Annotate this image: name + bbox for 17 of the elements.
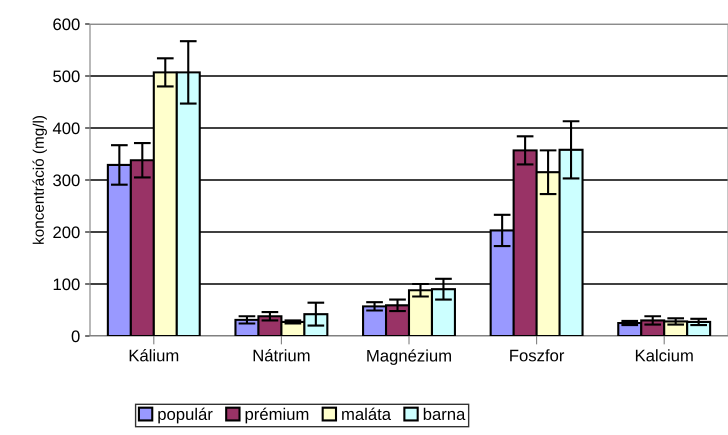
x-tick-label: Magnézium (367, 349, 451, 365)
legend-label: maláta (342, 408, 392, 420)
x-tick-label: Foszfor (510, 349, 564, 362)
y-tick-label: 400 (52, 122, 80, 134)
x-tick-label: Nátrium (254, 349, 310, 362)
y-tick-label: 200 (53, 226, 80, 238)
y-axis-title: koncentráció (mg/l) (32, 116, 47, 244)
legend-label: barna (424, 408, 466, 420)
x-tick-label: Kálium (130, 349, 178, 362)
y-tick-label: 300 (53, 174, 80, 186)
legend-label: populár (158, 408, 213, 424)
legend-label: prémium (246, 408, 308, 424)
y-tick-label: 0 (72, 330, 80, 342)
y-tick-label: 100 (54, 278, 80, 290)
x-tick-label: Kalcium (636, 349, 693, 362)
y-tick-label: 600 (53, 18, 80, 30)
y-tick-label: 500 (53, 70, 80, 82)
